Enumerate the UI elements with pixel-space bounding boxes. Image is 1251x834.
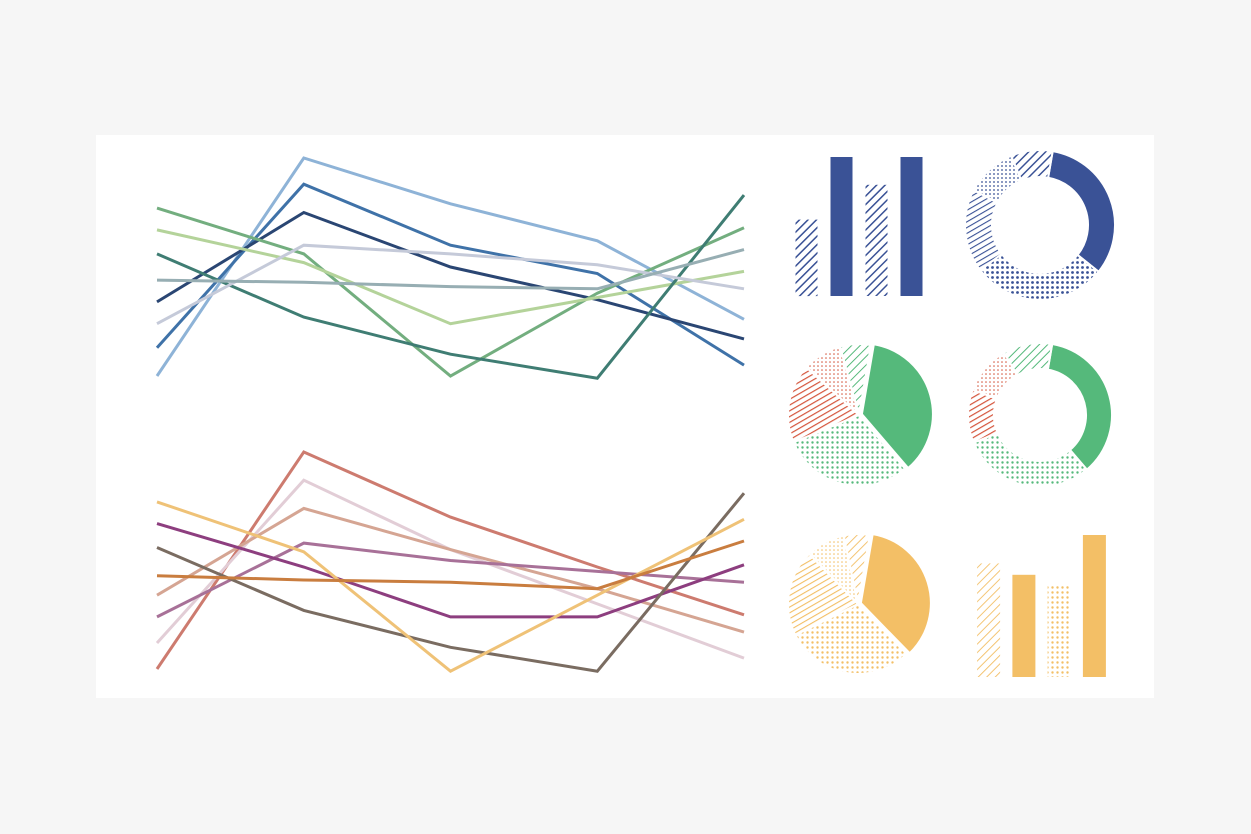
line-series-5 xyxy=(156,228,745,326)
line-series-1 xyxy=(155,156,745,377)
pie-chart-yellow xyxy=(787,532,932,675)
slice-5 xyxy=(1009,149,1054,183)
bar-4 xyxy=(1082,535,1106,677)
slice-1 xyxy=(1046,342,1113,472)
line-series-3 xyxy=(156,506,745,634)
line-series-7 xyxy=(156,500,745,673)
line-series-3 xyxy=(156,210,745,341)
slice-5 xyxy=(842,533,871,605)
slice-2 xyxy=(792,413,907,487)
bar-2 xyxy=(1012,574,1036,677)
slice-1 xyxy=(860,343,934,470)
slice-5 xyxy=(838,343,873,416)
slice-3 xyxy=(787,365,861,444)
bar-1 xyxy=(795,219,818,297)
bar-4 xyxy=(900,157,923,296)
bar-chart-yellow xyxy=(977,535,1106,677)
line-series-8 xyxy=(156,248,745,291)
line-chart-warm xyxy=(155,450,746,673)
line-series-5 xyxy=(156,522,745,619)
line-series-1 xyxy=(155,450,745,670)
line-chart-blue-green xyxy=(155,156,746,380)
bar-3 xyxy=(865,184,888,296)
bar-1 xyxy=(977,563,1001,677)
slice-1 xyxy=(859,532,932,655)
line-series-8 xyxy=(156,539,745,591)
bar-chart-navy xyxy=(795,157,923,297)
slice-5 xyxy=(1002,342,1054,377)
line-series-6 xyxy=(156,492,746,673)
donut-chart-navy xyxy=(964,149,1116,301)
bar-2 xyxy=(830,157,853,296)
slice-3 xyxy=(787,552,860,637)
line-series-4 xyxy=(156,541,745,619)
line-series-6 xyxy=(156,194,746,380)
pie-chart-green xyxy=(787,343,934,487)
line-series-7 xyxy=(156,243,745,326)
bar-3 xyxy=(1047,584,1071,677)
donut-chart-green xyxy=(967,342,1113,488)
